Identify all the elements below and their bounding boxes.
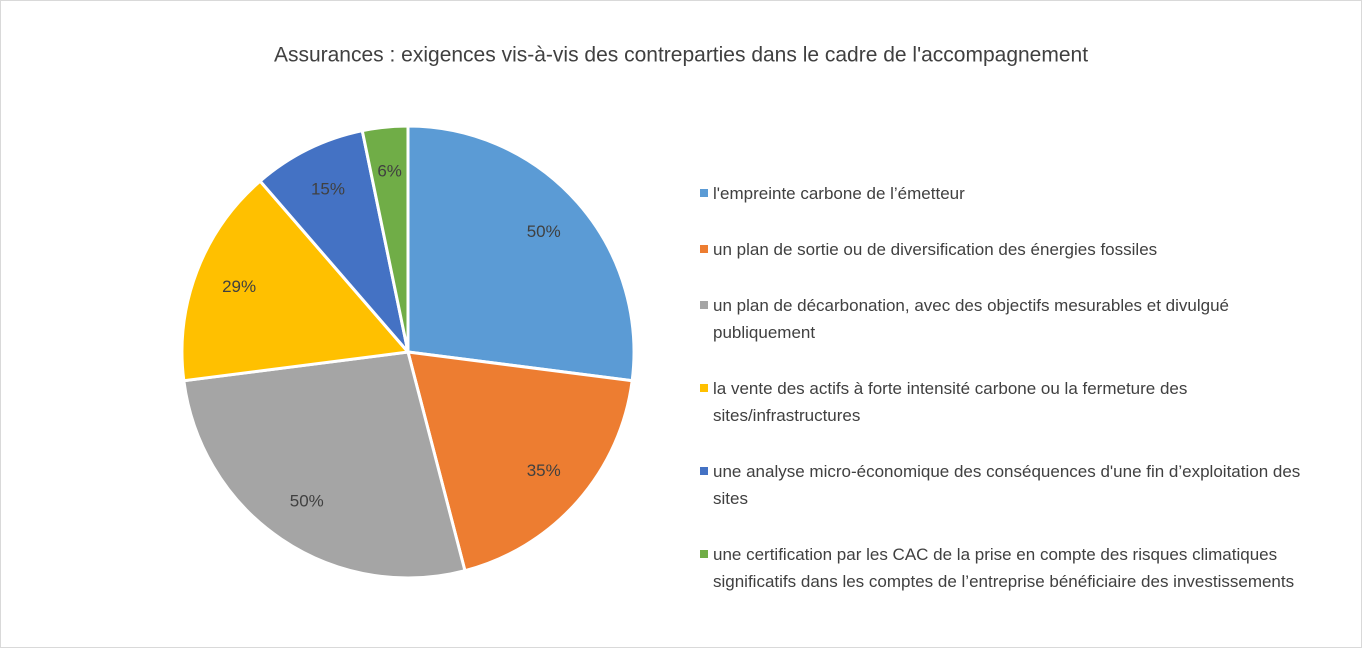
legend-swatch — [700, 384, 708, 392]
legend-swatch — [700, 245, 708, 253]
pie-slice — [182, 350, 467, 580]
legend-entry: la vente des actifs à forte intensité ca… — [700, 375, 1330, 429]
pie-slice — [405, 350, 634, 573]
pie-slice — [258, 128, 411, 358]
legend-label: la vente des actifs à forte intensité ca… — [713, 379, 1188, 425]
legend-entry: l'empreinte carbone de l’émetteur — [700, 180, 1330, 207]
data-label: 50% — [527, 222, 561, 241]
legend-label: une certification par les CAC de la pris… — [713, 545, 1295, 591]
legend: l'empreinte carbone de l’émetteur un plan… — [700, 180, 1330, 624]
legend-swatch — [700, 301, 708, 309]
legend-swatch — [700, 550, 708, 558]
legend-label: une analyse micro-économique des conséqu… — [713, 462, 1301, 508]
data-label: 29% — [222, 277, 256, 296]
legend-swatch — [700, 467, 708, 475]
legend-entry: un plan de décarbonation, avec des objec… — [700, 292, 1330, 346]
data-label: 35% — [527, 461, 561, 480]
legend-swatch — [700, 189, 708, 197]
legend-entry: un plan de sortie ou de diversification … — [700, 236, 1330, 263]
pie-slice — [180, 178, 411, 383]
legend-label: un plan de sortie ou de diversification … — [713, 240, 1158, 259]
legend-label: un plan de décarbonation, avec des objec… — [713, 296, 1230, 342]
legend-label: l'empreinte carbone de l’émetteur — [713, 184, 965, 203]
pie-slice — [360, 124, 410, 353]
data-label: 50% — [290, 491, 324, 510]
pie-slice — [406, 124, 636, 383]
chart-title: Assurances : exigences vis-à-vis des con… — [274, 44, 1088, 67]
data-label: 6% — [377, 162, 402, 181]
legend-entry: une certification par les CAC de la pris… — [700, 541, 1330, 595]
legend-entry: une analyse micro-économique des conséqu… — [700, 458, 1330, 512]
data-label: 15% — [311, 179, 345, 198]
